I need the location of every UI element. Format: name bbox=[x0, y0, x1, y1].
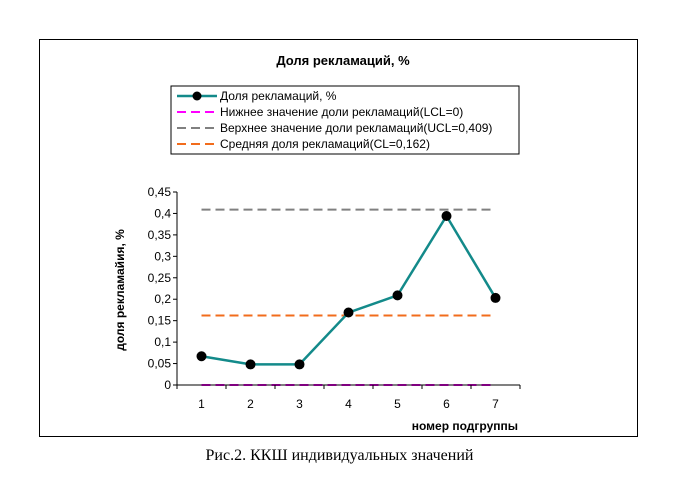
chart-title: Доля рекламаций, % bbox=[276, 53, 410, 68]
legend-box bbox=[170, 85, 520, 155]
chart-frame: Доля рекламаций, % Доля рекламаций, % Ниж… bbox=[39, 39, 638, 437]
series-line-0 bbox=[201, 213, 497, 366]
legend-label: Средняя доля рекламаций(CL=0,162) bbox=[220, 137, 430, 151]
data-point bbox=[392, 290, 403, 301]
y-tick-label: 0,2 bbox=[154, 292, 171, 306]
y-tick-label: 0,25 bbox=[148, 271, 172, 285]
data-point bbox=[441, 211, 452, 222]
y-tick-label: 0,1 bbox=[154, 335, 171, 349]
x-tick-label: 2 bbox=[247, 397, 254, 411]
x-axis-ticks: 1 2 3 4 5 6 7 bbox=[176, 385, 521, 411]
data-point bbox=[490, 292, 501, 303]
x-tick-label: 4 bbox=[345, 397, 352, 411]
legend-marker bbox=[192, 91, 202, 101]
figure-caption: Рис.2. ККШ индивидуальных значений bbox=[205, 447, 474, 464]
data-point bbox=[343, 307, 354, 318]
legend-label: Доля рекламаций, % bbox=[220, 89, 337, 103]
plot-area: 0 0,05 0,1 0,15 0,2 0,25 0,3 0,35 0,4 0,45 1 2 3 4 5 6… bbox=[148, 185, 521, 411]
data-point bbox=[245, 359, 256, 370]
chart-svg: Доля рекламаций, % Доля рекламаций, % Ниж… bbox=[113, 53, 521, 433]
x-tick-label: 3 bbox=[296, 397, 303, 411]
y-tick-label: 0,4 bbox=[154, 206, 171, 220]
y-tick-label: 0,05 bbox=[148, 357, 172, 371]
y-tick-label: 0,45 bbox=[148, 185, 172, 199]
y-tick-label: 0,35 bbox=[148, 228, 172, 242]
y-axis-ticks: 0 0,05 0,1 0,15 0,2 0,25 0,3 0,35 0,4 0,45 bbox=[148, 185, 177, 392]
x-tick-label: 6 bbox=[443, 397, 450, 411]
y-tick-label: 0,15 bbox=[148, 314, 172, 328]
x-tick-label: 5 bbox=[394, 397, 401, 411]
x-tick-label: 7 bbox=[492, 397, 499, 411]
legend-entries: Доля рекламаций, % Нижнее значение доли р… bbox=[177, 89, 492, 151]
x-axis-label: номер подгруппы bbox=[412, 419, 518, 433]
legend-label: Верхнее значение доли рекламаций(UCL=0,4… bbox=[220, 121, 492, 135]
y-tick-label: 0 bbox=[164, 378, 171, 392]
legend-label: Нижнее значение доли рекламаций(LCL=0) bbox=[220, 105, 463, 119]
data-point bbox=[196, 351, 207, 362]
series-layer bbox=[196, 208, 501, 386]
y-axis-label: доля рекламайия, % bbox=[113, 229, 127, 351]
x-tick-label: 1 bbox=[198, 397, 205, 411]
y-tick-label: 0,3 bbox=[154, 249, 171, 263]
data-point bbox=[294, 359, 305, 370]
legend: Доля рекламаций, % Нижнее значение доли р… bbox=[170, 85, 520, 155]
